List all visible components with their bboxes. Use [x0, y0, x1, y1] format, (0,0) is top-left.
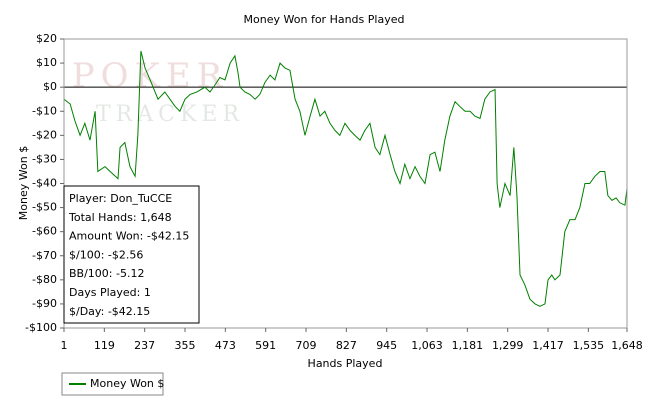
- info-line: Total Hands: 1,648: [68, 211, 172, 224]
- x-tick-label: 1,417: [532, 339, 564, 352]
- x-tick-label: 827: [336, 339, 357, 352]
- x-tick-label: 355: [175, 339, 196, 352]
- y-tick-label: -$80: [32, 273, 57, 286]
- x-tick-label: 1: [61, 339, 68, 352]
- info-box: Player: Don_TuCCE Total Hands: 1,648 Amoun…: [63, 185, 200, 324]
- y-tick-label: -$30: [32, 152, 57, 165]
- x-axis-label: Hands Played: [308, 357, 383, 370]
- y-tick-label: -$90: [32, 297, 57, 310]
- info-line: $/Day: -$42.15: [69, 305, 150, 318]
- watermark: TRACKER: [96, 102, 244, 127]
- info-line: Player: Don_TuCCE: [69, 192, 172, 205]
- x-tick-label: 1,648: [611, 339, 643, 352]
- plot-area: [63, 50, 628, 307]
- x-tick-label: 1,063: [411, 339, 443, 352]
- watermark: POKER: [72, 56, 229, 96]
- y-tick-label: -$10: [32, 104, 57, 117]
- x-tick-label: 473: [215, 339, 236, 352]
- y-tick-label: -$100: [25, 321, 57, 334]
- y-tick-label: -$70: [32, 249, 57, 262]
- legend-label: Money Won $: [90, 377, 164, 390]
- y-tick-label: -$20: [32, 128, 57, 141]
- y-tick-label: $10: [36, 56, 57, 69]
- info-line: $/100: -$2.56: [69, 248, 143, 261]
- x-tick-label: 119: [94, 339, 115, 352]
- legend: Money Won $: [61, 372, 164, 396]
- info-frame: [63, 185, 200, 324]
- legend-frame: [61, 372, 164, 396]
- chart-title: Money Won for Hands Played: [244, 13, 405, 26]
- data-line: [63, 50, 628, 307]
- info-line: BB/100: -5.12: [69, 267, 144, 280]
- x-tick-label: 237: [134, 339, 155, 352]
- x-tick-label: 591: [255, 339, 276, 352]
- y-tick-label: $0: [43, 80, 57, 93]
- x-tick-label: 1,535: [573, 339, 605, 352]
- info-line: Days Played: 1: [69, 286, 151, 299]
- y-axis-label: Money Won $: [17, 146, 30, 220]
- y-tick-label: $20: [36, 32, 57, 45]
- x-tick-label: 709: [296, 339, 317, 352]
- y-tick-label: -$50: [32, 201, 57, 214]
- x-tick-label: 945: [376, 339, 397, 352]
- y-tick-label: -$40: [32, 177, 57, 190]
- y-tick-label: -$60: [32, 225, 57, 238]
- info-line: Amount Won: -$42.15: [69, 230, 189, 243]
- x-tick-label: 1,299: [492, 339, 524, 352]
- x-tick-label: 1,181: [452, 339, 484, 352]
